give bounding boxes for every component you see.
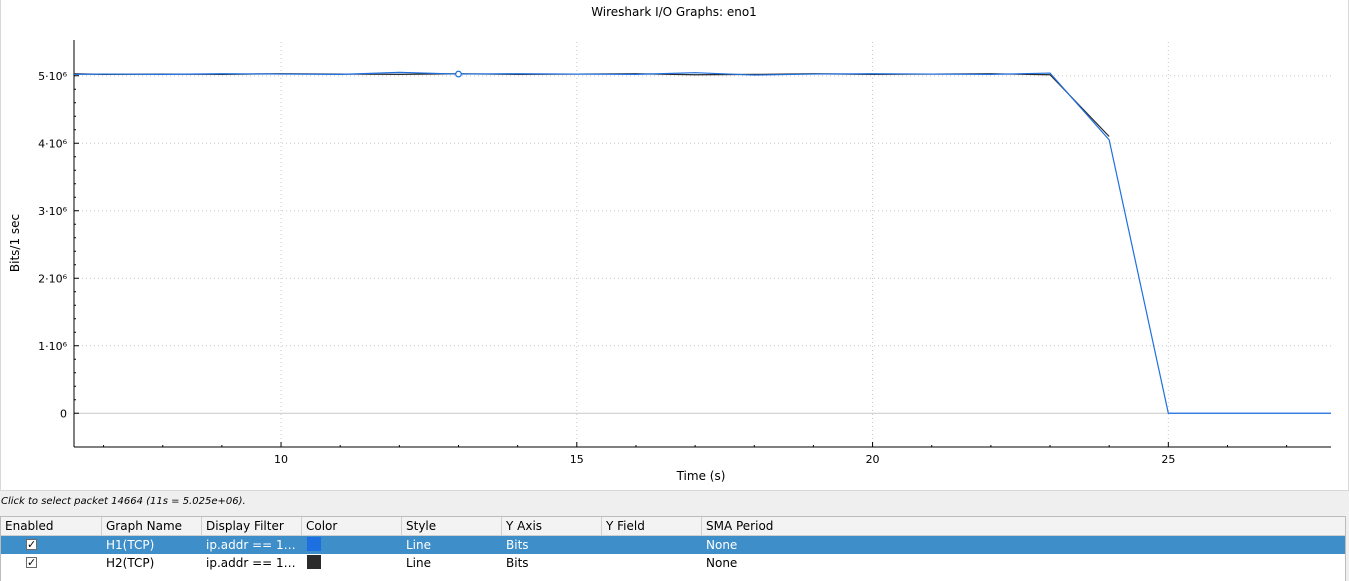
- graph-name-cell[interactable]: H2(TCP): [106, 556, 155, 570]
- series-line-h1-tcp-: [73, 71, 1331, 414]
- y-tick-label: 1·10⁶: [38, 340, 67, 353]
- status-bar-text: Click to select packet 14664 (11s = 5.02…: [1, 496, 246, 507]
- header-style[interactable]: Style: [402, 517, 502, 535]
- display-filter-cell[interactable]: ip.addr == 1…: [206, 556, 296, 570]
- style-cell[interactable]: Line: [406, 538, 432, 552]
- y-tick-label: 0: [60, 407, 67, 420]
- io-graph-panel[interactable]: Wireshark I/O Graphs: eno1 Bits/1 sec Ti…: [0, 0, 1349, 491]
- table-row[interactable]: ✓ H1(TCP) ip.addr == 1… Line Bits None: [1, 536, 1345, 554]
- y-field-cell[interactable]: [602, 554, 702, 572]
- selected-point-marker: [455, 70, 462, 78]
- enabled-checkbox[interactable]: ✓: [26, 556, 37, 569]
- enabled-checkbox[interactable]: ✓: [26, 538, 37, 551]
- header-y-axis[interactable]: Y Axis: [502, 517, 602, 535]
- y-field-cell[interactable]: [602, 536, 702, 554]
- style-cell[interactable]: Line: [406, 556, 432, 570]
- y-tick-label: 2·10⁶: [38, 272, 67, 285]
- header-graph-name[interactable]: Graph Name: [102, 517, 202, 535]
- y-tick-label: 3·10⁶: [38, 205, 67, 218]
- graph-settings-table[interactable]: Enabled Graph Name Display Filter Color …: [0, 516, 1346, 581]
- y-tick-label: 5·10⁶: [38, 70, 67, 83]
- x-tick-label: 20: [866, 453, 880, 466]
- x-tick-label: 10: [274, 453, 288, 466]
- header-sma-period[interactable]: SMA Period: [706, 519, 774, 533]
- io-graph-chart[interactable]: Wireshark I/O Graphs: eno1 Bits/1 sec Ti…: [1, 0, 1348, 490]
- y-axis-label: Bits/1 sec: [8, 214, 22, 272]
- table-header: Enabled Graph Name Display Filter Color …: [1, 517, 1345, 536]
- sma-period-cell[interactable]: None: [706, 556, 738, 570]
- chart-title: Wireshark I/O Graphs: eno1: [591, 5, 757, 19]
- table-row[interactable]: ✓ H2(TCP) ip.addr == 1… Line Bits None: [1, 554, 1345, 572]
- header-y-field[interactable]: Y Field: [602, 517, 702, 535]
- header-enabled[interactable]: Enabled: [1, 517, 102, 535]
- x-tick-label: 15: [570, 453, 584, 466]
- graph-name-cell[interactable]: H1(TCP): [106, 538, 155, 552]
- header-color[interactable]: Color: [302, 517, 402, 535]
- color-swatch[interactable]: [307, 555, 321, 569]
- display-filter-cell[interactable]: ip.addr == 1…: [206, 538, 296, 552]
- color-swatch[interactable]: [307, 537, 321, 551]
- series-line-h2-tcp-: [73, 73, 1110, 137]
- y-tick-label: 4·10⁶: [38, 137, 67, 150]
- y-axis-cell[interactable]: Bits: [506, 538, 529, 552]
- sma-period-cell[interactable]: None: [706, 538, 738, 552]
- x-tick-label: 25: [1161, 453, 1175, 466]
- y-axis-cell[interactable]: Bits: [506, 556, 529, 570]
- x-axis-label: Time (s): [676, 469, 726, 483]
- header-display-filter[interactable]: Display Filter: [202, 517, 302, 535]
